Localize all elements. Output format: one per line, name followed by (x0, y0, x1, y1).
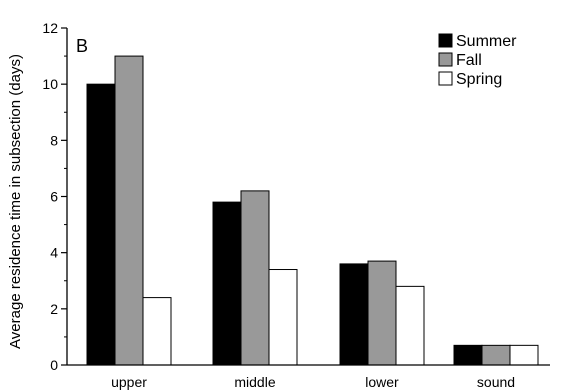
bar-spring-middle (268, 269, 298, 366)
x-tick-label-sound: sound (477, 374, 515, 390)
bar-fall-upper (114, 55, 144, 366)
bar-spring-sound (509, 344, 539, 366)
legend: Summer Fall Spring (438, 33, 517, 88)
bar-summer-lower (339, 263, 369, 366)
x-tick-label-lower: lower (365, 374, 399, 390)
y-tick-label: 12 (42, 20, 58, 36)
bar-fall-lower (367, 260, 397, 366)
x-ticks-group: upper middle lower sound (111, 374, 515, 390)
legend-label-fall: Fall (456, 52, 482, 69)
y-tick-label: 2 (50, 301, 58, 317)
legend-swatch-fall (438, 52, 453, 67)
legend-label-spring: Spring (456, 71, 502, 88)
x-tick-label-middle: middle (234, 374, 275, 390)
bar-fall-middle (240, 190, 270, 366)
bar-summer-middle (212, 201, 242, 366)
legend-swatch-spring (438, 71, 453, 86)
bar-spring-upper (142, 297, 172, 366)
y-tick-label: 4 (50, 245, 58, 261)
y-tick-label: 10 (42, 76, 58, 92)
bar-summer-upper (86, 83, 116, 366)
panel-label: B (76, 36, 88, 56)
bars-group (86, 55, 539, 366)
x-tick-label-upper: upper (111, 374, 147, 390)
bar-spring-lower (395, 285, 425, 366)
y-tick-label: 8 (50, 132, 58, 148)
y-tick-label: 0 (50, 357, 58, 373)
legend-label-summer: Summer (456, 33, 517, 50)
bar-fall-sound (481, 344, 511, 366)
legend-swatch-summer (438, 33, 453, 48)
y-axis-label: Average residence time in subsection (da… (7, 54, 24, 349)
y-tick-label: 6 (50, 189, 58, 205)
bar-summer-sound (453, 344, 483, 366)
y-ticks-group: 0 2 4 6 8 10 12 (42, 20, 67, 373)
